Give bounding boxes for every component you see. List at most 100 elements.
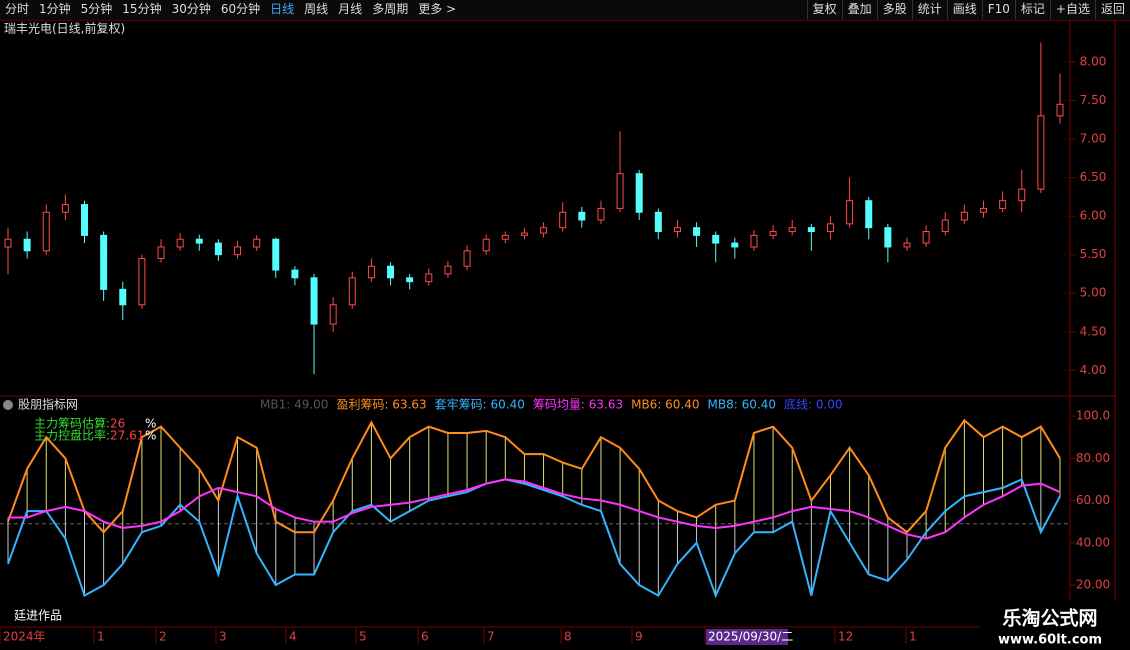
tool-button[interactable]: 多股 [876,0,912,19]
period-tab[interactable]: 更多 > [418,2,457,16]
indicator-title: 股朋指标网 [18,397,78,412]
period-tab[interactable]: 30分钟 [171,2,211,16]
note-label: 主力筹码估算: [34,416,110,431]
period-tab[interactable]: 5分钟 [80,2,113,16]
candle-body [119,288,127,306]
x-tick-label: 7 [487,630,495,644]
y-tick-label: 7.00 [1080,132,1107,146]
legend-entry: MB1: 49.00 [260,398,328,412]
tool-button[interactable]: 返回 [1094,0,1130,19]
candle-body [1056,103,1064,117]
candle-body [941,219,949,233]
legend-entry: 底线: 0.00 [784,397,843,412]
tool-button[interactable]: 叠加 [841,0,877,19]
candle-body [157,246,165,260]
candle-body [253,238,261,248]
candle-body [272,238,280,271]
candle-body [406,277,414,283]
period-tab[interactable]: 月线 [338,2,363,16]
y-tick-label: 5.50 [1080,247,1107,261]
period-tabs: 分时 1分钟 5分钟 15分钟 30分钟 60分钟 日线 周线 月线 多周期 更多 > [0,0,461,20]
candle-body [501,234,509,240]
note-value: 26 [110,417,125,431]
y-tick-label: 100.0 [1076,409,1110,423]
y-tick-label: 7.50 [1080,93,1107,107]
tool-button[interactable]: +自选 [1049,0,1095,19]
note-value: 27.61 [110,429,144,443]
candle-body [769,231,777,236]
x-tick-label: 8 [564,630,572,644]
candle-body [425,273,433,283]
x-tick-label: 4 [289,630,297,644]
candle-body [673,227,681,233]
candle-body [750,234,758,248]
indicator-line [7,478,1061,599]
candle-body [578,211,586,221]
candle-body [731,242,739,248]
candle-body [922,231,930,244]
candle-body [61,204,69,213]
y-tick-label: 60.00 [1076,493,1110,507]
candle-body [310,277,318,325]
candle-body [788,227,796,233]
tool-button[interactable]: 复权 [806,0,842,19]
period-tab[interactable]: 日线 [270,2,295,16]
y-tick-label: 4.50 [1080,324,1107,338]
y-tick-label: 5.00 [1080,286,1107,300]
y-tick-label: 8.00 [1080,54,1107,68]
legend-entry: 筹码均量: 63.63 [533,398,623,412]
watermark-box [980,600,1130,650]
candle-body [444,265,452,275]
tool-button[interactable]: 统计 [911,0,947,19]
x-tick-label: 9 [635,630,643,644]
cursor-date-bg [706,629,788,645]
y-tick-label: 6.00 [1080,209,1107,223]
candle-body [4,238,12,248]
period-tab[interactable]: 分时 [5,2,30,16]
candle-body [1037,115,1045,190]
watermark-url: www.60lt.com [998,633,1102,648]
candle-body [540,227,548,234]
candle-body [807,227,815,233]
tool-button[interactable]: 画线 [946,0,982,19]
candle-body [348,277,356,306]
legend-entry: MB8: 60.40 [708,398,776,412]
candle-body [482,238,490,252]
period-tab[interactable]: 周线 [304,2,329,16]
candle-body [463,250,471,267]
candle-body [884,227,892,248]
candle-body [960,211,968,221]
x-tick-label: 5 [359,630,367,644]
candle-body [291,269,299,279]
candle-body [559,211,567,229]
candle-body [100,234,108,290]
note-unit: % [145,429,156,443]
candle-body [693,227,701,236]
candle-body [195,238,203,244]
tool-button[interactable]: F10 [981,0,1015,19]
period-tab[interactable]: 15分钟 [122,2,162,16]
note-unit: % [145,417,156,431]
y-tick-label: 80.00 [1076,451,1110,465]
candle-body [979,207,987,213]
candle-body [176,238,184,248]
candle-body [387,265,395,279]
candle-body [597,207,605,221]
tool-button[interactable]: 标记 [1014,0,1050,19]
x-tick-label: 6 [421,630,429,644]
period-tab[interactable]: 多周期 [372,2,409,16]
chart-title: 瑞丰光电(日线,前复权) [4,21,125,36]
period-tab[interactable]: 60分钟 [220,2,261,16]
candle-body [635,173,643,213]
x-tick-label: 2025/09/30/二 [708,630,793,644]
candle-body [999,200,1007,209]
candle-body [865,200,873,229]
candle-body [616,173,624,209]
tool-buttons: 复权 叠加 多股 统计 画线 F10 标记 +自选 返回 [806,0,1130,20]
candle-body [846,200,854,225]
watermark-name: 乐淘公式网 [1002,607,1097,630]
period-tab[interactable]: 1分钟 [39,2,71,16]
candle-body [138,258,146,306]
